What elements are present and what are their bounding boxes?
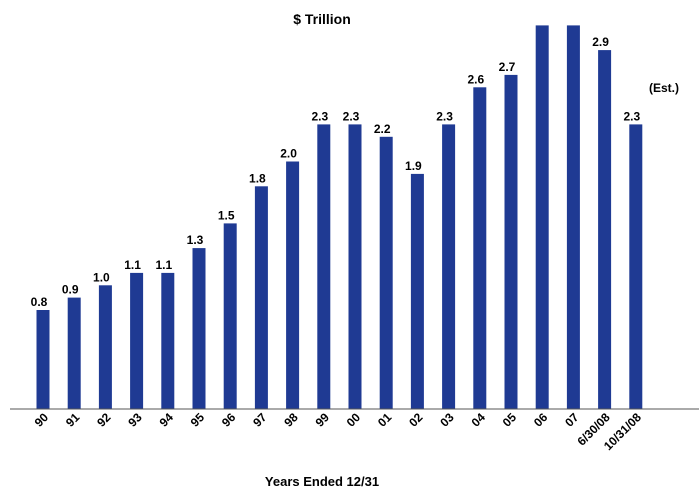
x-tick-label-7: 97 xyxy=(250,410,270,430)
value-label-11: 2.2 xyxy=(374,122,391,136)
bar-12 xyxy=(410,173,424,409)
x-tick-label-4: 94 xyxy=(157,410,177,430)
bar-4 xyxy=(161,272,175,409)
x-tick-label-6: 96 xyxy=(219,410,239,430)
value-label-8: 2.0 xyxy=(280,147,297,161)
value-label-7: 1.8 xyxy=(249,171,266,185)
value-label-3: 1.1 xyxy=(124,258,141,272)
x-tick-label-14: 04 xyxy=(469,410,489,430)
x-tick-label-16: 06 xyxy=(531,410,551,430)
x-tick-label-8: 98 xyxy=(281,410,301,430)
x-tick-label-0: 90 xyxy=(32,410,52,430)
value-labels-group: 0.8 0.9 1.0 1.1 1.1 1.3 1.5 1.8 2.0 2.3 2.3 2.2 1.9 2… xyxy=(31,35,641,309)
value-label-15: 2.7 xyxy=(499,60,516,74)
value-label-14: 2.6 xyxy=(467,72,484,86)
bar-15 xyxy=(504,74,518,410)
bar-13 xyxy=(442,124,456,410)
bar-19 xyxy=(629,124,643,410)
x-tick-label-10: 00 xyxy=(344,410,364,430)
bar-17 xyxy=(566,25,580,410)
chart-title: $ Trillion xyxy=(293,11,351,27)
value-label-9: 2.3 xyxy=(311,109,328,123)
bar-7 xyxy=(254,186,268,410)
x-axis-label: Years Ended 12/31 xyxy=(265,474,379,489)
x-tick-label-3: 93 xyxy=(125,410,145,430)
bar-5 xyxy=(192,248,206,409)
bars-group xyxy=(36,25,643,410)
value-label-4: 1.1 xyxy=(155,258,172,272)
bar-1 xyxy=(67,297,81,409)
bar-9 xyxy=(317,124,331,410)
value-label-5: 1.3 xyxy=(187,233,204,247)
bar-8 xyxy=(286,161,300,409)
x-tick-label-17: 07 xyxy=(562,410,582,430)
bar-6 xyxy=(223,223,237,409)
value-label-10: 2.3 xyxy=(343,109,360,123)
bar-10 xyxy=(348,124,362,410)
value-label-1: 0.9 xyxy=(62,283,79,297)
bar-3 xyxy=(130,272,144,409)
value-label-12: 1.9 xyxy=(405,159,422,173)
value-label-2: 1.0 xyxy=(93,270,110,284)
x-tick-label-12: 02 xyxy=(406,410,426,430)
x-tick-label-1: 91 xyxy=(63,410,83,430)
x-tick-label-2: 92 xyxy=(94,410,114,430)
bar-11 xyxy=(379,136,393,410)
bar-18 xyxy=(598,50,612,409)
x-tick-label-13: 03 xyxy=(437,410,457,430)
bar-14 xyxy=(473,87,487,410)
estimate-annotation: (Est.) xyxy=(649,81,679,95)
value-label-0: 0.8 xyxy=(31,295,48,309)
value-label-13: 2.3 xyxy=(436,109,453,123)
value-label-19: 2.3 xyxy=(623,109,640,123)
x-tick-label-11: 01 xyxy=(375,410,395,430)
value-label-18: 2.9 xyxy=(592,35,609,49)
x-tick-label-5: 95 xyxy=(188,410,208,430)
bar-0 xyxy=(36,310,50,409)
x-tick-label-9: 99 xyxy=(313,410,333,430)
value-label-6: 1.5 xyxy=(218,208,235,222)
bar-16 xyxy=(535,25,549,410)
x-tick-labels-group: 90 91 92 93 94 95 96 97 98 99 00 01 02 03 04 05 06 076/30… xyxy=(32,410,644,453)
x-tick-label-15: 05 xyxy=(500,410,520,430)
bar-2 xyxy=(98,285,112,410)
